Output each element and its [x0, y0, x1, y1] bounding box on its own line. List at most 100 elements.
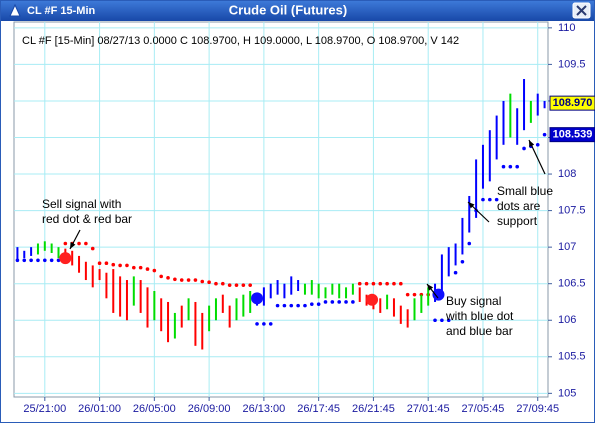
stop-dot — [29, 258, 33, 263]
stop-dot — [77, 241, 81, 246]
stop-dot — [248, 283, 252, 287]
arrow-head — [468, 202, 475, 209]
stop-dot — [234, 283, 239, 287]
stop-dot — [132, 265, 136, 270]
stop-dot — [515, 164, 519, 169]
stop-dot — [392, 281, 396, 286]
window-symbol: CL #F 15-Min — [27, 5, 96, 17]
y-tick-label: 106.5 — [558, 278, 586, 290]
annotation-text: Buy signal — [446, 294, 501, 308]
stop-dot — [221, 281, 225, 286]
stop-dot — [145, 267, 150, 271]
annotation-text: dots are — [497, 199, 541, 213]
stop-dot — [56, 258, 61, 263]
stop-dot — [166, 276, 170, 280]
stop-dot — [364, 281, 369, 286]
price-tag — [549, 127, 595, 143]
title-bar — [1, 1, 594, 21]
x-tick-label: 26/05:00 — [133, 403, 176, 415]
stop-dot — [104, 261, 109, 266]
y-tick-label: 106 — [558, 314, 576, 326]
stop-dot — [337, 300, 341, 304]
x-tick-label: 27/05:45 — [462, 403, 505, 415]
price-tag-label: 108.970 — [553, 97, 593, 109]
stop-dot — [207, 280, 211, 285]
stop-dot — [90, 246, 95, 251]
stop-dot — [173, 277, 177, 282]
stop-dot — [282, 303, 287, 308]
stop-dot — [241, 283, 246, 287]
x-tick-label: 25/21:00 — [23, 403, 66, 415]
stop-dot — [467, 241, 472, 246]
stop-dot — [111, 262, 116, 267]
y-tick-label: 105.5 — [558, 351, 586, 363]
stop-dot — [227, 283, 232, 287]
stop-dot — [152, 268, 157, 273]
signal-dot — [432, 288, 445, 301]
stop-dot — [399, 281, 403, 286]
stop-dot — [453, 270, 458, 275]
stop-dot — [501, 164, 506, 169]
x-tick-label: 27/01:45 — [407, 403, 450, 415]
stop-dot — [405, 292, 410, 297]
plot-area — [13, 21, 549, 398]
stop-dot — [289, 303, 294, 308]
y-tick-label: 108 — [558, 168, 576, 180]
annotation-text: red dot & red bar — [42, 212, 132, 226]
arrow-head — [529, 140, 535, 147]
stop-dot — [49, 258, 54, 263]
stop-dot — [84, 241, 88, 246]
stop-dot — [385, 281, 389, 286]
close-icon — [576, 5, 587, 16]
stop-dot — [186, 278, 191, 282]
stop-dot — [494, 197, 499, 202]
stop-dot — [262, 322, 266, 326]
stop-dot — [440, 318, 444, 323]
signal-dot — [366, 293, 379, 306]
x-tick-label: 27/09:45 — [516, 403, 559, 415]
stop-dot — [522, 146, 526, 151]
stop-dot — [138, 265, 143, 270]
stop-dot — [446, 318, 451, 323]
stop-dot — [159, 274, 163, 279]
stop-dot — [508, 164, 513, 169]
stop-dot — [357, 281, 362, 286]
header-info: CL #F [15-Min] 08/27/13 0.0000 C 108.970… — [22, 35, 459, 47]
stop-dot — [330, 300, 335, 304]
stop-dot — [481, 197, 485, 202]
stop-dot — [303, 303, 307, 308]
stop-dot — [412, 292, 417, 297]
stop-dot — [323, 300, 328, 304]
stop-dot — [214, 281, 218, 286]
stop-dot — [36, 258, 40, 263]
annotation-text: with blue dot — [445, 309, 514, 323]
stop-dot — [179, 278, 184, 282]
stop-dot — [63, 241, 68, 246]
annotation-text: and blue bar — [446, 324, 513, 338]
stop-dot — [535, 143, 540, 147]
stop-dot — [268, 322, 273, 326]
x-tick-label: 26/01:00 — [78, 403, 121, 415]
stop-dot — [433, 318, 437, 323]
y-tick-label: 109.5 — [558, 58, 586, 70]
stop-dot — [310, 302, 314, 306]
signal-dot — [59, 252, 72, 265]
stop-dot — [97, 261, 102, 266]
arrow-head — [70, 242, 76, 249]
annotation-text: Small blue — [497, 184, 553, 198]
y-tick-label: 107 — [558, 241, 576, 253]
annotation-text: Sell signal with — [42, 197, 121, 211]
arrow-head — [427, 284, 434, 291]
stop-dot — [542, 132, 547, 137]
stop-dot — [378, 281, 383, 286]
stop-dot — [488, 197, 492, 202]
y-tick-label: 110 — [558, 22, 576, 34]
stop-dot — [43, 258, 47, 263]
stop-dot — [344, 300, 348, 304]
stop-dot — [296, 303, 300, 308]
window-title: Crude Oil (Futures) — [229, 2, 347, 17]
stop-dot — [316, 302, 321, 306]
x-tick-label: 26/21:45 — [352, 403, 395, 415]
price-tag — [549, 95, 595, 111]
